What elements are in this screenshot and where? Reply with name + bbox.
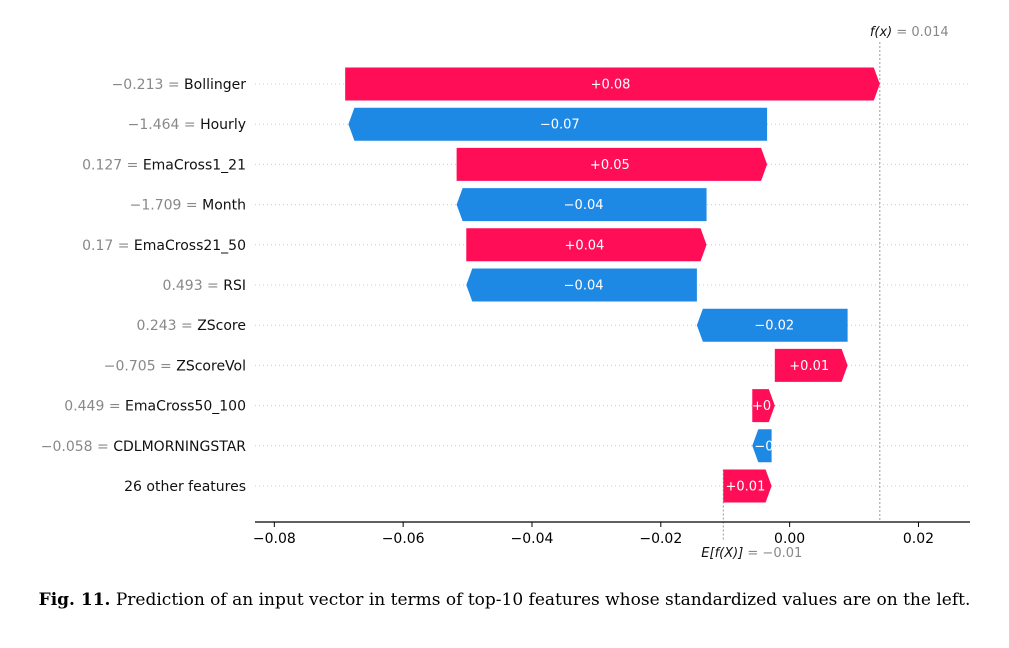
feature-label: 0.493 = RSI	[163, 278, 246, 294]
x-tick-label: −0.08	[253, 531, 296, 547]
feature-value: 0.493 =	[163, 278, 224, 294]
feature-label: 26 other features	[124, 479, 246, 495]
fx-annotation-value: = 0.014	[892, 25, 948, 40]
figure-caption: Fig. 11. Prediction of an input vector i…	[0, 590, 1009, 610]
positive-bar	[345, 67, 880, 101]
feature-label: 0.449 = EmaCross50_100	[64, 399, 246, 415]
feature-label: 0.127 = EmaCross1_21	[82, 157, 246, 173]
bars: +0.08 −0.07 +0.05 −0.04 +0.04 −0.04 −0.02 +0.01…	[345, 67, 880, 503]
bar-value-label: +0	[752, 399, 771, 414]
bar-value-label: +0.05	[590, 158, 630, 173]
feature-value: −1.464 =	[128, 117, 200, 133]
positive-bar	[466, 228, 707, 262]
feature-value: −0.213 =	[112, 77, 184, 93]
bar-value-label: +0.08	[591, 78, 631, 93]
feature-label: −0.213 = Bollinger	[112, 77, 247, 93]
caption-text: Prediction of an input vector in terms o…	[115, 590, 971, 610]
base-value-annotation: E[f(X)] = −0.01	[701, 546, 802, 561]
bar-value-label: +0.04	[564, 238, 604, 253]
bar-value-label: −0.04	[564, 279, 604, 294]
fx-annotation-symbol: f(x)	[870, 25, 892, 40]
negative-bar	[752, 429, 772, 463]
feature-label: −0.705 = ZScoreVol	[104, 358, 246, 374]
x-tick-label: −0.04	[511, 531, 554, 547]
bar-value-label: −0	[754, 439, 773, 454]
feature-value: −1.709 =	[130, 198, 202, 214]
feature-label: 0.17 = EmaCross21_50	[82, 238, 246, 254]
feature-labels: −0.213 = Bollinger −1.464 = Hourly 0.127 =…	[41, 77, 246, 495]
feature-label: −1.464 = Hourly	[128, 117, 246, 133]
feature-value: 0.243 =	[136, 318, 197, 334]
feature-name: Month	[202, 198, 246, 214]
feature-value: 0.17 =	[82, 238, 134, 254]
feature-name: RSI	[223, 278, 246, 294]
positive-bar	[774, 348, 848, 382]
feature-label: −1.709 = Month	[130, 198, 246, 214]
feature-name: 26 other features	[124, 479, 246, 495]
feature-label: 0.243 = ZScore	[136, 318, 246, 334]
feature-value: 0.449 =	[64, 399, 125, 415]
positive-bar	[752, 389, 775, 423]
negative-bar	[696, 308, 848, 342]
x-tick-label: −0.06	[382, 531, 425, 547]
waterfall-chart: +0.08 −0.07 +0.05 −0.04 +0.04 −0.04 −0.02 +0.01…	[41, 25, 970, 561]
feature-name: EmaCross1_21	[143, 157, 246, 173]
feature-value: −0.705 =	[104, 358, 176, 374]
feature-name: ZScore	[197, 318, 246, 334]
x-tick-label: −0.02	[639, 531, 682, 547]
caption-label: Fig. 11.	[38, 590, 111, 610]
base-value-annotation-value: = −0.01	[743, 546, 802, 561]
bar-value-label: +0.01	[726, 480, 766, 495]
feature-value: 0.127 =	[82, 157, 143, 173]
fx-annotation: f(x) = 0.014	[870, 25, 949, 40]
feature-name: Bollinger	[184, 77, 246, 93]
x-axis: −0.08 −0.06 −0.04 −0.02 0.00 0.02	[253, 521, 970, 547]
bar-value-label: +0.01	[789, 359, 829, 374]
reference-lines	[722, 42, 881, 540]
x-tick-label: 0.00	[774, 531, 805, 547]
bar-value-label: −0.07	[540, 118, 580, 133]
annotations: f(x) = 0.014 E[f(X)] = −0.01	[701, 25, 948, 561]
feature-name: Hourly	[200, 117, 246, 133]
feature-name: EmaCross21_50	[134, 238, 246, 254]
feature-name: ZScoreVol	[176, 358, 246, 374]
negative-bar	[348, 107, 768, 141]
feature-name: EmaCross50_100	[125, 399, 246, 415]
bar-value-label: −0.02	[754, 319, 794, 334]
bar-value-label: −0.04	[564, 198, 604, 213]
base-value-annotation-symbol: E[f(X)]	[701, 546, 743, 561]
positive-bar	[456, 147, 768, 181]
x-tick-label: 0.02	[903, 531, 934, 547]
feature-value: −0.058 =	[41, 439, 113, 455]
negative-bar	[456, 188, 707, 222]
negative-bar	[466, 268, 697, 302]
positive-bar	[723, 469, 772, 503]
feature-label: −0.058 = CDLMORNINGSTAR	[41, 439, 246, 455]
feature-name: CDLMORNINGSTAR	[113, 439, 246, 455]
